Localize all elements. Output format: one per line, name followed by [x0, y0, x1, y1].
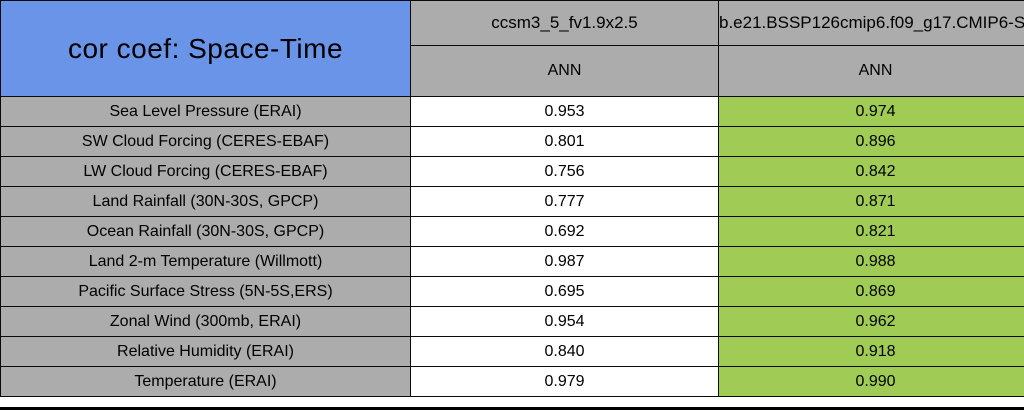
value-model1: 0.777 — [410, 186, 719, 217]
table-row: Ocean Rainfall (30N-30S, GPCP) 0.692 0.8… — [0, 216, 1024, 247]
value-model1: 0.987 — [410, 246, 719, 277]
model2-season-cell: ANN — [718, 45, 1024, 97]
value-model2: 0.821 — [718, 216, 1024, 247]
table-row: Sea Level Pressure (ERAI) 0.953 0.974 — [0, 96, 1024, 127]
row-label: Land 2-m Temperature (Willmott) — [0, 246, 411, 277]
table-row: SW Cloud Forcing (CERES-EBAF) 0.801 0.89… — [0, 126, 1024, 157]
value-model1: 0.953 — [410, 96, 719, 127]
value-model2: 0.974 — [718, 96, 1024, 127]
model1-season-cell: ANN — [410, 45, 719, 97]
model2-name: b.e21.BSSP126cmip6.f09_g17.CMIP6-SSP1-2.… — [719, 13, 1024, 32]
row-label: Zonal Wind (300mb, ERAI) — [0, 306, 411, 337]
value-model2: 0.988 — [718, 246, 1024, 277]
value-model2: 0.869 — [718, 276, 1024, 307]
value-model1: 0.801 — [410, 126, 719, 157]
row-label: Temperature (ERAI) — [0, 366, 411, 397]
value-model1: 0.954 — [410, 306, 719, 337]
table-row: Land 2-m Temperature (Willmott) 0.987 0.… — [0, 246, 1024, 277]
metrics-table: cor coef: Space-Time ccsm3_5_fv1.9x2.5 b… — [0, 0, 1024, 397]
value-model2: 0.896 — [718, 126, 1024, 157]
value-model2: 0.962 — [718, 306, 1024, 337]
value-model2: 0.842 — [718, 156, 1024, 187]
model-header-row: cor coef: Space-Time ccsm3_5_fv1.9x2.5 b… — [0, 0, 1024, 97]
table-row: Zonal Wind (300mb, ERAI) 0.954 0.962 — [0, 306, 1024, 337]
table-title: cor coef: Space-Time — [67, 32, 344, 64]
value-model1: 0.692 — [410, 216, 719, 247]
row-label: SW Cloud Forcing (CERES-EBAF) — [0, 126, 411, 157]
value-model1: 0.979 — [410, 366, 719, 397]
table-row: Pacific Surface Stress (5N-5S,ERS) 0.695… — [0, 276, 1024, 307]
value-model2: 0.990 — [718, 366, 1024, 397]
row-label: Sea Level Pressure (ERAI) — [0, 96, 411, 127]
row-label: Pacific Surface Stress (5N-5S,ERS) — [0, 276, 411, 307]
value-model1: 0.756 — [410, 156, 719, 187]
table-row: Land Rainfall (30N-30S, GPCP) 0.777 0.87… — [0, 186, 1024, 217]
value-model2: 0.871 — [718, 186, 1024, 217]
row-label: Land Rainfall (30N-30S, GPCP) — [0, 186, 411, 217]
table-title-cell: cor coef: Space-Time — [0, 0, 411, 97]
table-bottom-border — [0, 407, 1024, 410]
table-row: LW Cloud Forcing (CERES-EBAF) 0.756 0.84… — [0, 156, 1024, 187]
table-row: Temperature (ERAI) 0.979 0.990 — [0, 366, 1024, 397]
table-row: Relative Humidity (ERAI) 0.840 0.918 — [0, 336, 1024, 367]
row-label: Relative Humidity (ERAI) — [0, 336, 411, 367]
model1-name: ccsm3_5_fv1.9x2.5 — [491, 13, 638, 32]
row-label: Ocean Rainfall (30N-30S, GPCP) — [0, 216, 411, 247]
value-model1: 0.840 — [410, 336, 719, 367]
value-model1: 0.695 — [410, 276, 719, 307]
row-label: LW Cloud Forcing (CERES-EBAF) — [0, 156, 411, 187]
value-model2: 0.918 — [718, 336, 1024, 367]
model1-header-cell: ccsm3_5_fv1.9x2.5 — [410, 0, 719, 46]
model2-header-cell: b.e21.BSSP126cmip6.f09_g17.CMIP6-SSP1-2.… — [718, 0, 1024, 46]
